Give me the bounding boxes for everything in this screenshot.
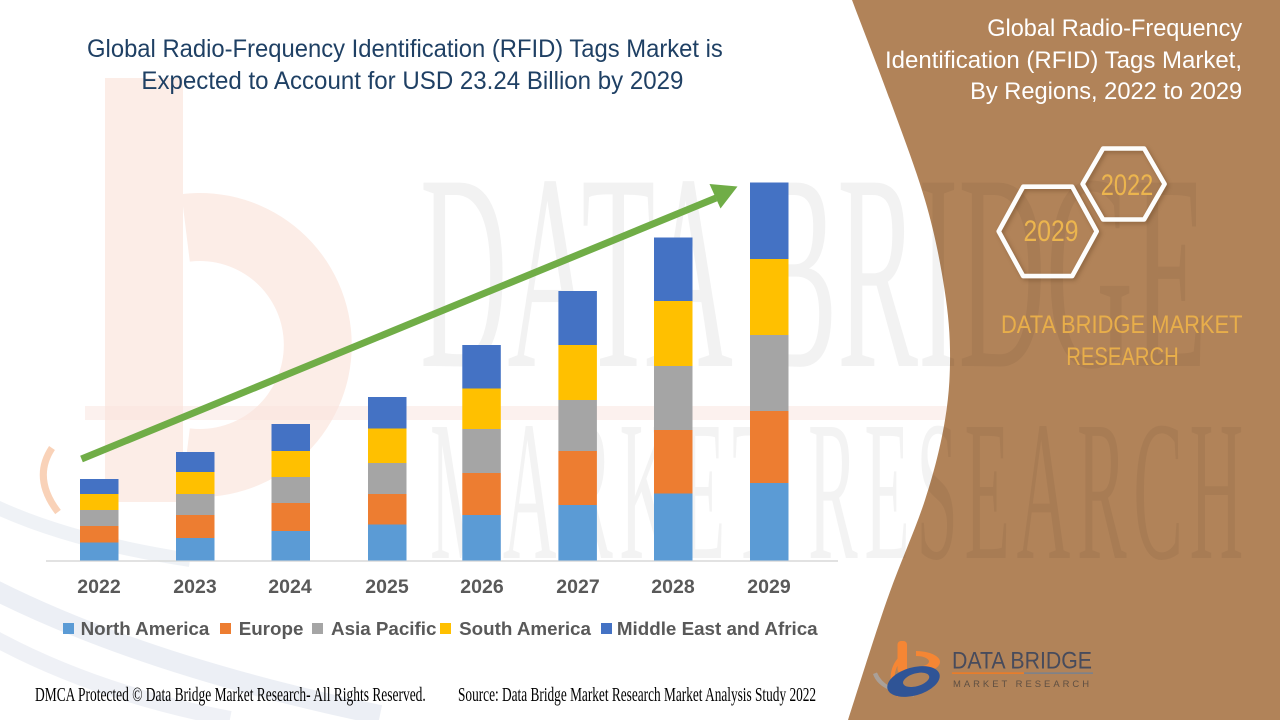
svg-text:MARKET RESEARCH: MARKET RESEARCH bbox=[953, 679, 1092, 690]
svg-text:DATA BRIDGE: DATA BRIDGE bbox=[952, 648, 1092, 675]
